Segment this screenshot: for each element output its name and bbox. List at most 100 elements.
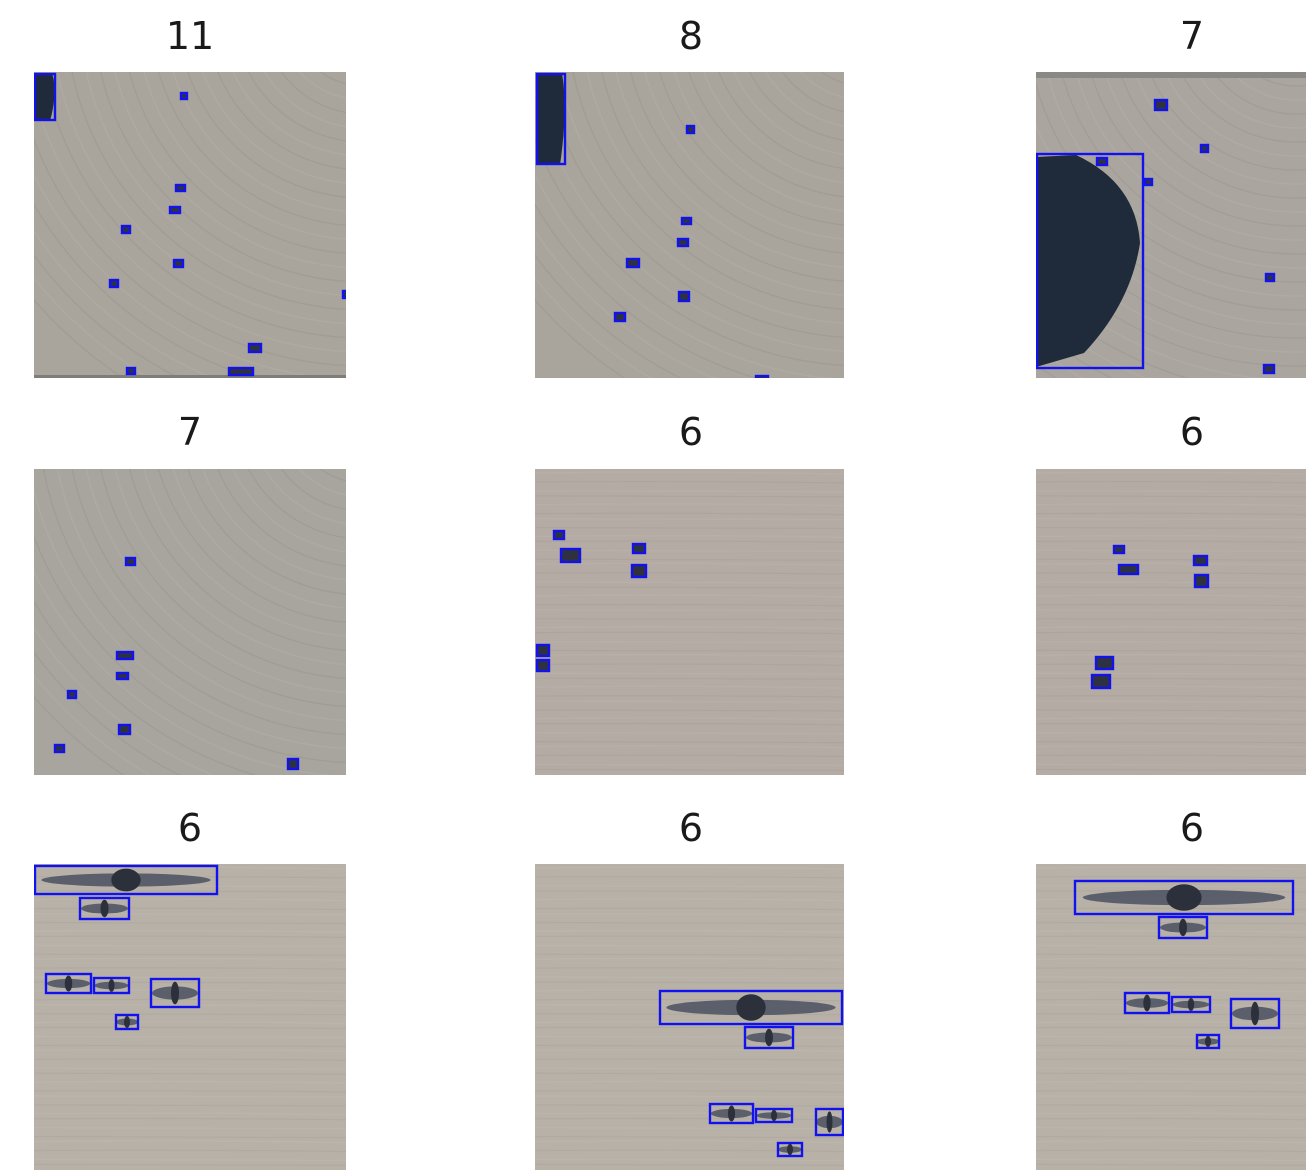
detection-box bbox=[179, 91, 189, 101]
object-blob bbox=[230, 369, 252, 374]
panel-5-object-5 bbox=[535, 643, 551, 658]
panel-4-object-3 bbox=[115, 671, 130, 681]
object-blob bbox=[628, 260, 638, 266]
object-blob bbox=[1202, 146, 1207, 151]
panel-2-scene bbox=[535, 72, 844, 378]
object-blob bbox=[344, 292, 346, 297]
dark-shadow-region bbox=[1036, 155, 1140, 367]
panel-3-object-5 bbox=[1143, 177, 1154, 187]
object-blob bbox=[123, 227, 129, 232]
detection-box bbox=[78, 896, 131, 921]
object-blob bbox=[633, 566, 645, 576]
detection-box bbox=[1143, 177, 1154, 187]
detection-box bbox=[66, 689, 78, 700]
dark-shadow-region bbox=[34, 73, 55, 121]
object-blob bbox=[1196, 576, 1207, 586]
detection-box bbox=[168, 205, 182, 215]
detection-box bbox=[677, 290, 691, 303]
panel-3-object-7 bbox=[1262, 363, 1276, 375]
object-blob bbox=[1097, 658, 1112, 668]
panel-8-count-title: 6 bbox=[678, 806, 704, 850]
panel-4-object-7 bbox=[286, 757, 300, 771]
detection-box bbox=[120, 224, 132, 235]
detection-box bbox=[34, 864, 219, 896]
ground-background bbox=[34, 469, 346, 775]
panel-4-object-6 bbox=[53, 743, 66, 754]
detection-box bbox=[676, 237, 690, 248]
panel-6-object-3 bbox=[1192, 554, 1209, 567]
detection-box bbox=[117, 723, 132, 736]
object-blob bbox=[757, 377, 767, 378]
panel-1-object-9 bbox=[125, 366, 137, 376]
object-blob bbox=[171, 208, 179, 212]
object-blob bbox=[680, 293, 688, 300]
detection-box bbox=[630, 563, 648, 579]
object-blob bbox=[679, 240, 687, 245]
detection-box bbox=[44, 972, 93, 995]
panel-5-object-4 bbox=[630, 563, 648, 579]
detection-box bbox=[1153, 98, 1169, 112]
aircraft-body bbox=[826, 1111, 833, 1133]
detection-box bbox=[754, 1107, 794, 1124]
detection-box bbox=[552, 529, 566, 541]
detection-box bbox=[1117, 563, 1140, 576]
detection-box bbox=[1094, 655, 1115, 671]
detection-box bbox=[1170, 995, 1212, 1014]
detection-box bbox=[613, 311, 627, 323]
detection-box bbox=[1123, 991, 1171, 1015]
ground-background bbox=[535, 864, 844, 1170]
aircraft-body bbox=[64, 975, 73, 992]
object-blob bbox=[175, 261, 182, 266]
panel-9-aerial-image bbox=[1036, 864, 1306, 1170]
object-blob bbox=[128, 369, 134, 373]
aircraft-body bbox=[765, 1028, 773, 1047]
detection-box bbox=[535, 658, 551, 673]
panel-6-aerial-image bbox=[1036, 469, 1306, 775]
aircraft-body bbox=[1166, 884, 1202, 911]
detection-box bbox=[685, 124, 696, 135]
object-blob bbox=[120, 726, 129, 733]
panel-5-object-2 bbox=[559, 547, 582, 564]
object-blob bbox=[118, 674, 127, 678]
aircraft-body bbox=[111, 868, 141, 892]
aircraft-body bbox=[770, 1109, 778, 1122]
detection-box bbox=[341, 289, 346, 300]
panel-1-object-4 bbox=[168, 205, 182, 215]
detection-box bbox=[149, 977, 201, 1009]
panel-4-object-1 bbox=[124, 556, 137, 567]
panel-2-object-4 bbox=[676, 237, 690, 248]
panel-5-scene bbox=[535, 469, 844, 775]
panel-6-object-2 bbox=[1117, 563, 1140, 576]
detection-box bbox=[754, 374, 770, 378]
panel-1-object-3 bbox=[174, 183, 187, 193]
object-blob bbox=[1146, 180, 1151, 184]
ground-texture bbox=[1036, 471, 1306, 771]
ground-background bbox=[535, 469, 844, 775]
panel-2-aerial-image bbox=[535, 72, 844, 378]
panel-9-object-1 bbox=[1073, 879, 1295, 916]
object-blob bbox=[250, 345, 260, 351]
panel-5-object-1 bbox=[552, 529, 566, 541]
panel-7-object-1 bbox=[34, 864, 219, 896]
object-blob bbox=[616, 314, 624, 320]
panel-2-object-6 bbox=[677, 290, 691, 303]
aircraft-body bbox=[100, 899, 109, 918]
panel-9-object-4 bbox=[1170, 995, 1212, 1014]
panel-7-object-3 bbox=[44, 972, 93, 995]
ground-background bbox=[34, 72, 346, 378]
panel-1-object-8 bbox=[247, 342, 263, 354]
detection-box bbox=[1036, 152, 1145, 370]
detection-box bbox=[680, 216, 693, 226]
panel-7-object-4 bbox=[92, 976, 131, 995]
panel-9-object-5 bbox=[1229, 997, 1281, 1030]
panel-3-aerial-image bbox=[1036, 72, 1306, 378]
detection-box bbox=[1195, 1033, 1221, 1050]
dark-shadow-region bbox=[536, 73, 565, 165]
panel-9-object-2 bbox=[1157, 915, 1209, 940]
object-blob bbox=[1093, 676, 1109, 687]
panel-1-count-title: 11 bbox=[165, 14, 215, 58]
panel-9-count-title: 6 bbox=[1179, 806, 1205, 850]
detection-box bbox=[535, 72, 567, 166]
object-blob bbox=[1265, 366, 1273, 372]
aircraft-body bbox=[1179, 918, 1187, 937]
